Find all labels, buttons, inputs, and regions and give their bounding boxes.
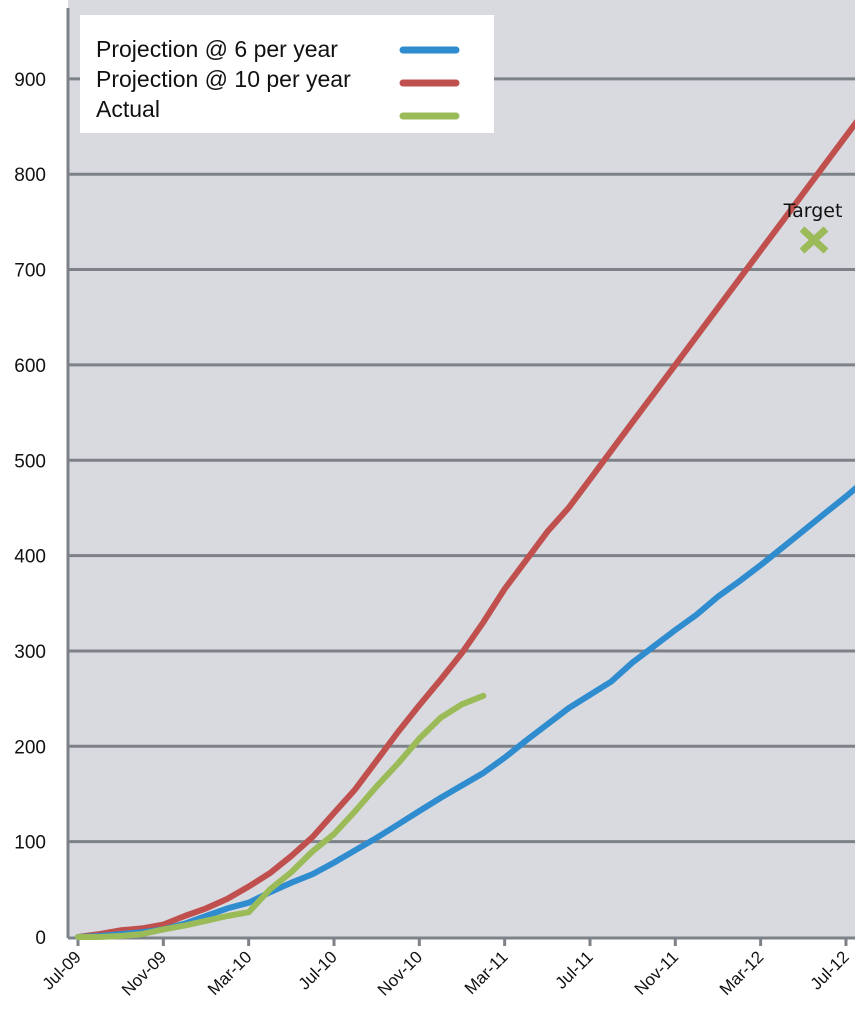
y-tick-label-800: 800: [14, 165, 46, 186]
x-tick-label-Nov-11: Nov-11: [631, 947, 682, 998]
target-label: Target: [783, 200, 843, 222]
y-tick-label-400: 400: [14, 547, 46, 568]
y-tick-label-700: 700: [14, 261, 46, 282]
legend-label-projection-6: Projection @ 6 per year: [96, 36, 338, 62]
x-tick-label-Jul-09: Jul-09: [39, 947, 85, 993]
target-x-marker: [799, 226, 829, 254]
x-tick-label-Nov-10: Nov-10: [374, 947, 426, 999]
y-tick-label-200: 200: [14, 737, 46, 758]
y-tick-label-300: 300: [14, 642, 46, 663]
series-line-2: [75, 692, 487, 940]
x-tick-label-Mar-11: Mar-11: [461, 947, 512, 998]
legend-label-projection-10: Projection @ 10 per year: [96, 66, 351, 92]
x-tick-label-Jul-10: Jul-10: [295, 947, 341, 993]
x-axis-ticks: Jul-09 Nov-09 Mar-10 Jul-10 Nov-10 Mar-11 Jul-…: [39, 938, 853, 1000]
y-tick-label-500: 500: [14, 451, 46, 472]
series-line-0: [75, 484, 855, 940]
y-tick-label-900: 900: [14, 70, 46, 91]
x-tick-label-Nov-09: Nov-09: [118, 947, 170, 999]
y-tick-label-0: 0: [35, 928, 46, 949]
x-tick-label-Mar-10: Mar-10: [204, 947, 256, 999]
series-lines: [75, 118, 855, 940]
x-tick-label-Jul-12: Jul-12: [807, 947, 853, 993]
y-axis-ticks: 0 100 200 300 400 500 600 700 800 900: [14, 70, 46, 949]
x-tick-label-Jul-11: Jul-11: [552, 947, 597, 992]
plot-area: [68, 0, 855, 938]
y-tick-label-600: 600: [14, 356, 46, 377]
series-line-1: [75, 118, 855, 940]
x-tick-label-Mar-12: Mar-12: [716, 947, 768, 999]
target-annotation: Target: [783, 200, 843, 254]
y-tick-label-100: 100: [14, 833, 46, 854]
legend-label-actual: Actual: [96, 96, 160, 122]
legend: Projection @ 6 per year Projection @ 10 …: [80, 15, 494, 133]
